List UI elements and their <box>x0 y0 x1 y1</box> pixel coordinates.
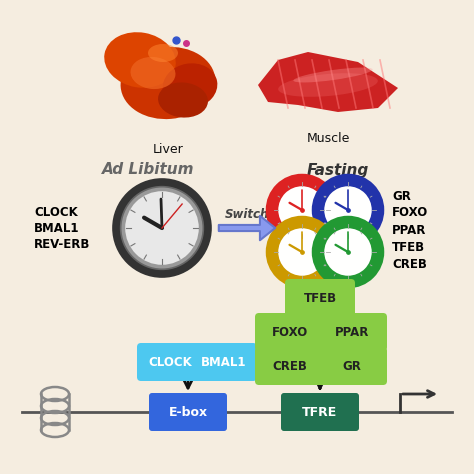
Text: FOXO: FOXO <box>392 207 428 219</box>
Text: Ad Libitum: Ad Libitum <box>102 163 194 177</box>
Text: Switch: Switch <box>225 208 269 220</box>
Circle shape <box>318 222 378 282</box>
Text: BMAL1: BMAL1 <box>201 356 247 368</box>
Ellipse shape <box>130 57 175 89</box>
Text: PPAR: PPAR <box>392 224 427 237</box>
Ellipse shape <box>120 47 215 119</box>
FancyBboxPatch shape <box>137 343 203 381</box>
FancyBboxPatch shape <box>317 313 387 351</box>
FancyBboxPatch shape <box>281 393 359 431</box>
Text: E-box: E-box <box>168 405 208 419</box>
Text: Fasting: Fasting <box>307 163 369 177</box>
FancyBboxPatch shape <box>191 343 257 381</box>
Text: CREB: CREB <box>392 257 427 271</box>
Ellipse shape <box>148 44 178 62</box>
Text: REV-ERB: REV-ERB <box>34 237 91 250</box>
Circle shape <box>125 191 199 265</box>
Text: Muscle: Muscle <box>306 132 350 145</box>
FancyBboxPatch shape <box>285 279 355 317</box>
Circle shape <box>318 180 378 240</box>
Text: BMAL1: BMAL1 <box>34 221 80 235</box>
Text: PPAR: PPAR <box>335 326 369 338</box>
FancyBboxPatch shape <box>255 313 325 351</box>
Text: GR: GR <box>343 359 362 373</box>
Text: TFEB: TFEB <box>392 240 425 254</box>
Text: CREB: CREB <box>273 359 308 373</box>
Ellipse shape <box>293 68 373 82</box>
Text: TFRE: TFRE <box>302 405 337 419</box>
Text: GR: GR <box>392 190 411 202</box>
Circle shape <box>121 188 202 268</box>
Text: Liver: Liver <box>153 143 183 156</box>
Polygon shape <box>258 52 398 112</box>
FancyBboxPatch shape <box>149 393 227 431</box>
Circle shape <box>272 180 332 240</box>
Text: TFEB: TFEB <box>303 292 337 304</box>
Text: FOXO: FOXO <box>272 326 308 338</box>
Text: CLOCK: CLOCK <box>34 206 78 219</box>
Text: CLOCK: CLOCK <box>148 356 192 368</box>
Ellipse shape <box>278 73 378 97</box>
FancyBboxPatch shape <box>255 347 325 385</box>
Ellipse shape <box>104 32 176 88</box>
Circle shape <box>272 222 332 282</box>
FancyBboxPatch shape <box>317 347 387 385</box>
Circle shape <box>116 182 208 274</box>
Ellipse shape <box>163 64 218 109</box>
Ellipse shape <box>158 82 208 118</box>
